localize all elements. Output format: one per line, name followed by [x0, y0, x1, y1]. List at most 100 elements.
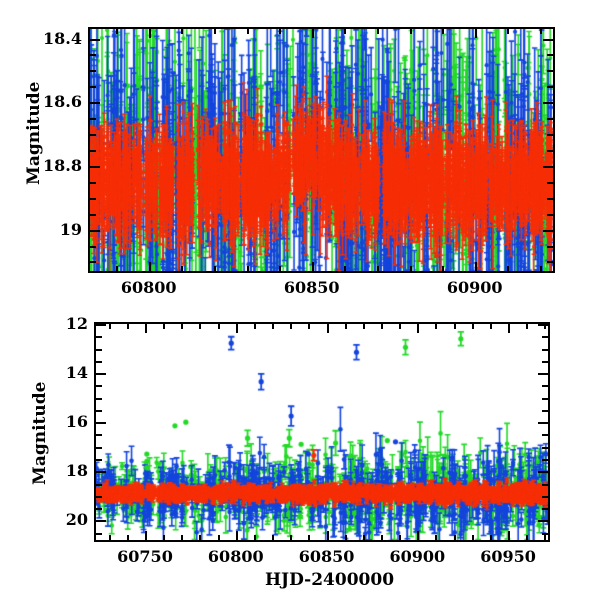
y-major-tick: [90, 166, 100, 168]
y-tick-label: 18.8: [2, 156, 82, 175]
x-minor-tick: [163, 535, 165, 540]
x-major-tick: [508, 531, 510, 540]
x-tick-label: 60800: [109, 278, 189, 297]
x-minor-tick: [290, 535, 292, 540]
x-minor-tick-top: [540, 29, 542, 34]
light-curve-figure: Magnitude 60800608506090018.418.618.819 …: [0, 0, 600, 600]
x-major-tick-top: [327, 324, 329, 333]
x-major-tick: [475, 262, 477, 271]
y-major-tick-right: [543, 102, 553, 104]
y-minor-tick-right: [547, 246, 553, 248]
y-minor-tick-right: [547, 118, 553, 120]
y-minor-tick-right: [547, 150, 553, 152]
y-minor-tick-right: [547, 70, 553, 72]
x-minor-tick: [247, 266, 249, 271]
x-major-tick: [149, 262, 151, 271]
y-minor-tick: [90, 182, 96, 184]
y-major-tick-right: [538, 471, 548, 473]
x-major-tick-top: [508, 324, 510, 333]
y-minor-tick: [96, 336, 102, 338]
x-tick-label: 60950: [468, 547, 548, 566]
x-minor-tick-top: [435, 324, 437, 329]
x-minor-tick-top: [199, 324, 201, 329]
x-minor-tick: [127, 535, 129, 540]
x-major-tick: [327, 531, 329, 540]
bottom-panel-data-canvas: [96, 324, 548, 540]
x-minor-tick-top: [308, 324, 310, 329]
x-minor-tick: [399, 535, 401, 540]
y-minor-tick-right: [542, 398, 548, 400]
y-minor-tick: [96, 385, 102, 387]
y-minor-tick: [96, 496, 102, 498]
y-minor-tick: [96, 361, 102, 363]
x-minor-tick: [254, 535, 256, 540]
x-tick-label: 60900: [377, 547, 457, 566]
x-minor-tick: [490, 535, 492, 540]
x-tick-label: 60750: [105, 547, 185, 566]
x-minor-tick-top: [472, 324, 474, 329]
x-tick-label: 60850: [287, 547, 367, 566]
x-minor-tick-top: [490, 324, 492, 329]
x-minor-tick: [116, 266, 118, 271]
x-minor-tick-top: [247, 29, 249, 34]
x-minor-tick: [199, 535, 201, 540]
x-minor-tick-top: [381, 324, 383, 329]
x-minor-tick-top: [526, 324, 528, 329]
y-minor-tick: [90, 198, 96, 200]
x-minor-tick: [279, 266, 281, 271]
y-major-tick: [90, 230, 100, 232]
x-minor-tick-top: [214, 29, 216, 34]
x-minor-tick: [214, 266, 216, 271]
y-major-tick: [90, 39, 100, 41]
y-major-tick: [96, 520, 106, 522]
x-minor-tick-top: [181, 29, 183, 34]
x-minor-tick-top: [377, 29, 379, 34]
x-minor-tick: [109, 535, 111, 540]
x-minor-tick-top: [109, 324, 111, 329]
bottom-panel-plot-frame: [94, 322, 550, 542]
x-minor-tick: [435, 535, 437, 540]
x-minor-tick-top: [181, 324, 183, 329]
x-minor-tick: [181, 266, 183, 271]
x-minor-tick-top: [442, 29, 444, 34]
y-tick-label: 12: [8, 314, 88, 333]
y-minor-tick-right: [542, 349, 548, 351]
y-major-tick-right: [543, 39, 553, 41]
x-minor-tick: [381, 535, 383, 540]
y-major-tick-right: [543, 230, 553, 232]
x-major-tick-top: [312, 29, 314, 38]
x-minor-tick-top: [163, 324, 165, 329]
y-major-tick-right: [538, 520, 548, 522]
y-minor-tick-right: [547, 214, 553, 216]
x-minor-tick-top: [254, 324, 256, 329]
x-major-tick-top: [236, 324, 238, 333]
x-minor-tick-top: [279, 29, 281, 34]
x-minor-tick-top: [507, 29, 509, 34]
y-major-tick: [96, 373, 106, 375]
y-minor-tick: [90, 134, 96, 136]
x-minor-tick-top: [272, 324, 274, 329]
bottom-panel-x-axis-title: HJD-2400000: [265, 570, 394, 590]
x-minor-tick: [540, 266, 542, 271]
y-minor-tick: [90, 261, 96, 263]
y-minor-tick-right: [547, 182, 553, 184]
y-tick-label: 20: [8, 510, 88, 529]
x-major-tick: [236, 531, 238, 540]
x-tick-label: 60800: [196, 547, 276, 566]
y-major-tick-right: [538, 422, 548, 424]
y-minor-tick: [96, 533, 102, 535]
y-minor-tick: [90, 214, 96, 216]
x-tick-label: 60850: [272, 278, 352, 297]
y-minor-tick-right: [542, 484, 548, 486]
x-minor-tick: [363, 535, 365, 540]
y-minor-tick-right: [542, 447, 548, 449]
y-minor-tick: [90, 150, 96, 152]
y-major-tick: [96, 422, 106, 424]
x-minor-tick-top: [410, 29, 412, 34]
y-minor-tick-right: [547, 134, 553, 136]
x-minor-tick: [410, 266, 412, 271]
y-minor-tick-right: [542, 385, 548, 387]
y-minor-tick-right: [542, 434, 548, 436]
y-tick-label: 18: [8, 461, 88, 480]
y-minor-tick-right: [542, 533, 548, 535]
